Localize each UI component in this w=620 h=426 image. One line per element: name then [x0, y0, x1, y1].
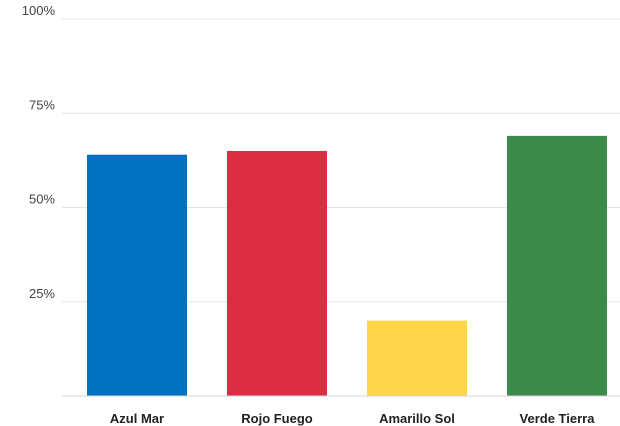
x-axis-labels: Azul Mar Rojo Fuego Amarillo Sol Verde Tier… — [110, 411, 595, 426]
x-category-label: Amarillo Sol — [379, 411, 455, 426]
y-tick-label: 75% — [29, 97, 55, 112]
y-tick-label: 50% — [29, 192, 55, 207]
x-category-label: Azul Mar — [110, 411, 164, 426]
bar-rojo-fuego — [227, 150, 327, 396]
y-tick-label: 25% — [29, 286, 55, 301]
x-category-label: Rojo Fuego — [241, 411, 313, 426]
bars — [87, 135, 607, 396]
y-tick-label: 100% — [22, 3, 56, 18]
y-axis-ticks: 25% 50% 75% 100% — [22, 3, 56, 301]
x-category-label: Verde Tierra — [520, 411, 596, 426]
bar-verde-tierra — [507, 135, 607, 396]
bar-azul-mar — [87, 154, 187, 396]
bar-amarillo-sol — [367, 320, 467, 396]
